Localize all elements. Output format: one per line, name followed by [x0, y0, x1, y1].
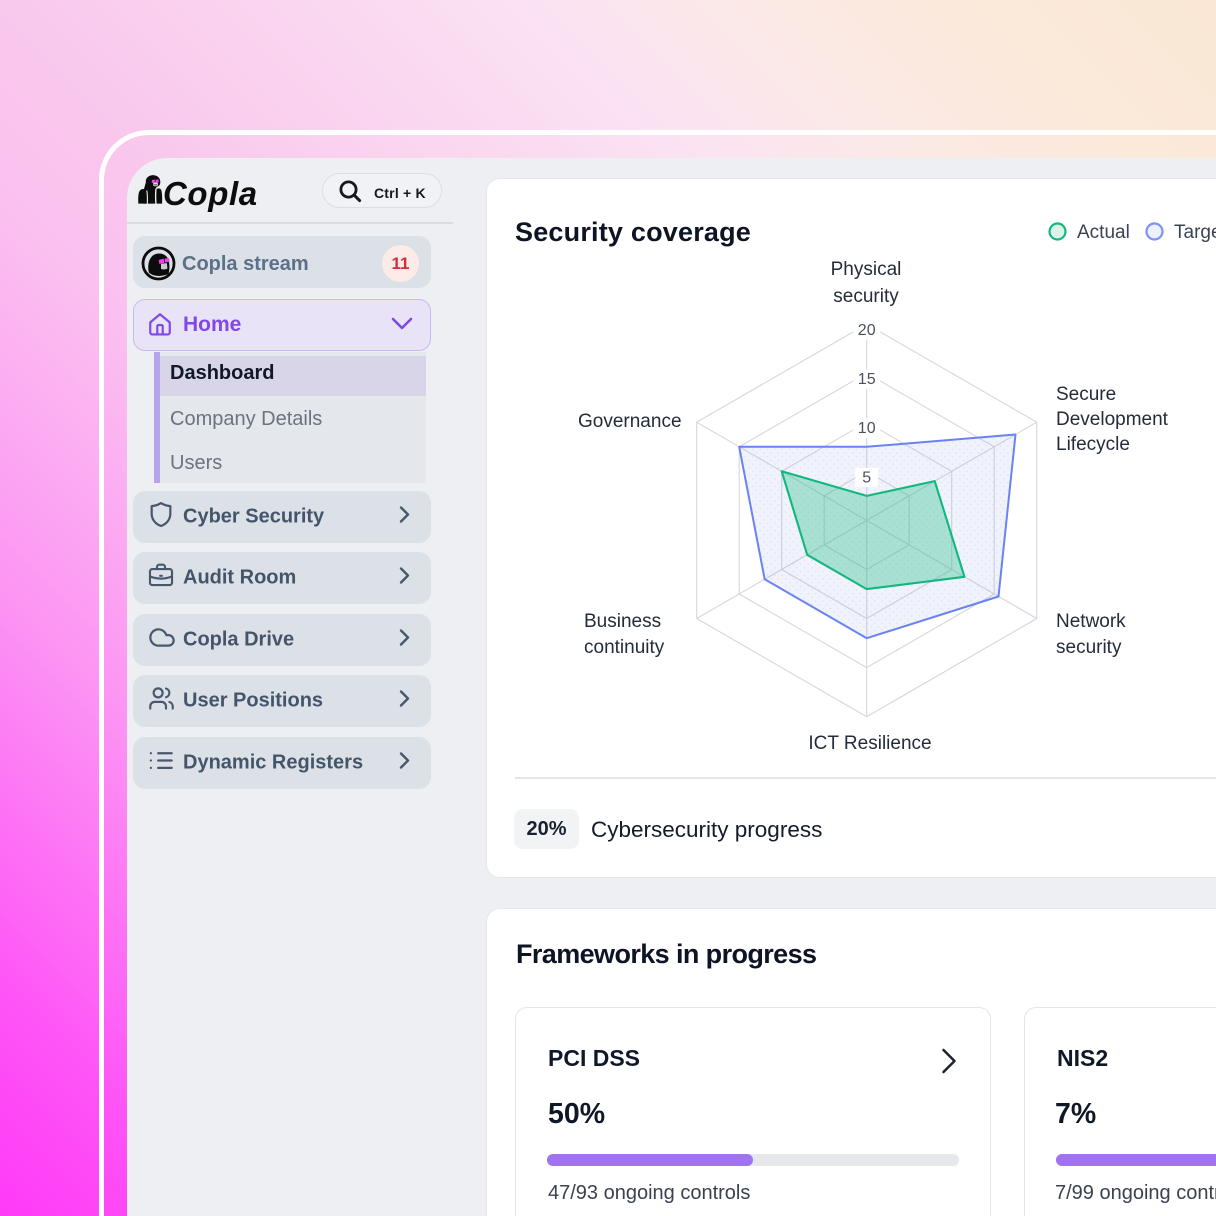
svg-text:5: 5	[862, 469, 871, 486]
svg-text:15: 15	[858, 371, 876, 388]
svg-text:20: 20	[858, 322, 876, 339]
svg-text:10: 10	[858, 420, 876, 437]
